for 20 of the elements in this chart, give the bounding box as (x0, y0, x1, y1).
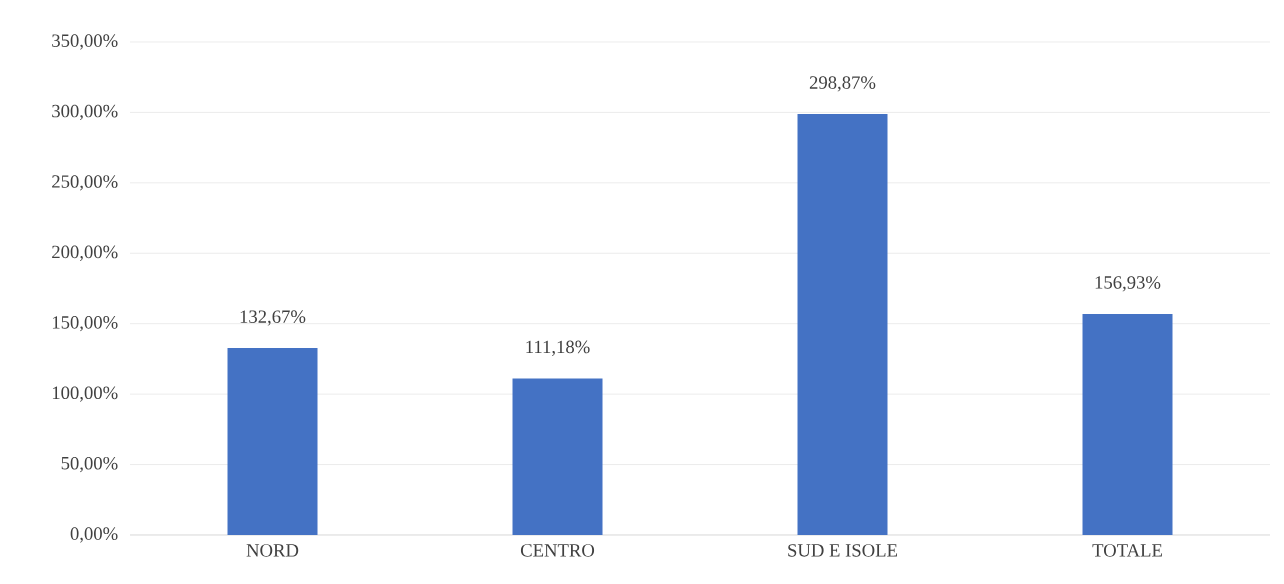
y-tick-label: 300,00% (52, 104, 118, 121)
bar (512, 378, 603, 535)
data-label: 132,67% (240, 310, 306, 326)
x-tick-label: CENTRO (520, 544, 595, 557)
y-tick-label: 250,00% (52, 175, 118, 191)
y-tick-label: 350,00% (52, 34, 118, 50)
y-tick-label: 50,00% (61, 456, 118, 473)
data-label: 111,18% (526, 340, 590, 356)
bar (1082, 313, 1173, 535)
data-label: 298,87% (809, 76, 876, 92)
y-tick-label: 100,00% (52, 386, 118, 402)
y-tick-label: 0,00% (70, 527, 118, 543)
bar (797, 114, 888, 535)
data-label: 156,93% (1095, 276, 1161, 292)
y-tick-label: 200,00% (52, 245, 118, 261)
x-tick-label: SUD E ISOLE (788, 544, 898, 557)
y-tick-label: 150,00% (52, 316, 118, 332)
x-tick-label: NORD (246, 544, 299, 557)
x-tick-label: TOTALE (1092, 544, 1162, 557)
bar (227, 348, 318, 535)
